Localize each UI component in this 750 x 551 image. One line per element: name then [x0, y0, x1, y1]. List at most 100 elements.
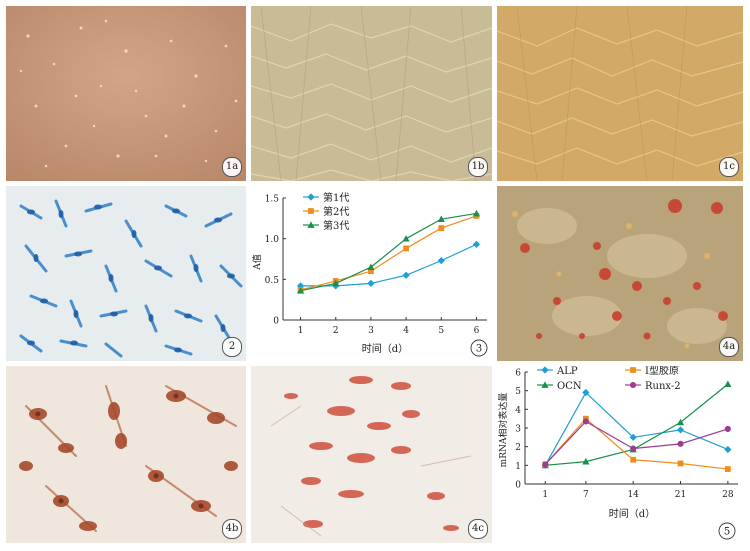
- chart5-y-tick-label: 4: [515, 406, 521, 416]
- chart5-x-tick-label: 1: [542, 490, 548, 500]
- chart3-legend-marker-1: [308, 208, 314, 214]
- micrograph-4c: 4c: [251, 366, 492, 543]
- chart5-series-0-point: [724, 445, 732, 454]
- chart3-x-tick-label: 3: [368, 326, 374, 336]
- chart3-x-axis-label: 时间（d）: [362, 342, 408, 355]
- chart3-legend-marker-2: [307, 221, 315, 228]
- micrograph-1c: 1c: [497, 6, 743, 181]
- micrograph-1a: 1a: [6, 6, 246, 181]
- chart5-series-0-point: [676, 426, 685, 434]
- mrna-expression-chart: 0 1 2 3 4 5 6 1 7 14 21 28 时间（d） mRNA相对表达量 ALP OCN Ⅰ型胶原 R…: [497, 364, 743, 543]
- chart5-y-tick-label: 0: [515, 481, 521, 491]
- chart5-panel-badge: [718, 522, 736, 540]
- chart5-series-3-point: [582, 418, 589, 425]
- micrograph-4b-image: [6, 366, 246, 543]
- mrna-expression-svg: 0 1 2 3 4 5 6 1 7 14 21 28 时间（d） mRNA相对表达量 ALP OCN Ⅰ型胶原 R…: [497, 364, 738, 540]
- micrograph-4b: 4b: [6, 366, 246, 543]
- chart5-series-2-point: [630, 456, 637, 463]
- growth-curve-chart: 0 0.5 1.0 1.5 1 2 3 4 5 6 时间（d） A值 第1代 第2代 第3代 3: [251, 186, 492, 361]
- panel-label-1c: 1c: [719, 157, 739, 177]
- micrograph-1b-image: [251, 6, 492, 181]
- panel-label-4b: 4b: [222, 519, 242, 539]
- chart5-legend-label-1: OCN: [557, 381, 582, 392]
- chart5-series-3-point: [630, 445, 637, 452]
- chart3-series-1-point: [438, 225, 445, 231]
- chart3-y-tick-label: 0: [273, 317, 279, 327]
- chart3-series-2-point: [332, 279, 340, 287]
- chart5-series-2-point: [724, 466, 731, 472]
- chart5-y-tick-label: 6: [515, 369, 521, 379]
- chart3-x-tick-label: 5: [438, 326, 444, 336]
- chart3-y-tick-label: 1.5: [265, 195, 280, 205]
- chart5-legend-label-0: ALP: [556, 366, 578, 377]
- chart5-x-axis-label: 时间（d）: [609, 507, 655, 520]
- chart5-legend-marker-0: [541, 366, 549, 374]
- chart5-x-tick-label: 21: [675, 490, 686, 500]
- chart5-legend-label-2: Ⅰ型胶原: [645, 366, 679, 377]
- chart3-series-2-point: [402, 235, 410, 242]
- chart3-x-tick-label: 6: [474, 326, 480, 336]
- chart5-legend-marker-3: [629, 381, 637, 389]
- chart5-legend-marker-2: [630, 367, 636, 373]
- chart5-series-line-3: [544, 420, 729, 465]
- chart3-x-tick-label: 4: [403, 326, 409, 336]
- chart5-legend-label-3: Runx-2: [645, 381, 681, 392]
- chart3-series-0-point: [367, 279, 375, 287]
- chart3-series-2-point: [367, 263, 375, 271]
- panel-label-1a: 1a: [222, 157, 242, 177]
- micrograph-1a-image: [6, 6, 246, 181]
- chart5-series-line-1: [545, 383, 729, 466]
- chart3-y-axis-label: A值: [251, 254, 263, 271]
- chart3-series-0-point: [472, 240, 481, 248]
- panel-label-4a: 4a: [719, 337, 739, 357]
- chart5-series-line-2: [544, 417, 728, 470]
- chart3-series-line-1: [300, 215, 477, 291]
- chart5-y-axis-label: mRNA相对表达量: [497, 393, 509, 468]
- chart3-series-0-point: [437, 257, 445, 265]
- chart3-legend-label-0: 第1代: [323, 191, 349, 204]
- micrograph-2-image: [6, 186, 246, 361]
- micrograph-4c-image: [251, 366, 492, 543]
- chart3-series-0-point: [402, 271, 410, 279]
- micrograph-2: 2: [6, 186, 246, 361]
- chart3-y-tick-label: 0.5: [265, 276, 280, 286]
- chart3-panel-badge: [470, 339, 488, 357]
- micrograph-4a-image: [497, 186, 743, 361]
- chart3-series-1-point: [368, 268, 374, 275]
- chart5-x-tick-label: 28: [722, 490, 734, 500]
- chart3-x-tick-label: 1: [298, 326, 304, 336]
- chart3-y-tick-label: 1.0: [265, 235, 280, 245]
- chart5-y-tick-label: 5: [515, 387, 521, 397]
- micrograph-4a: 4a: [497, 186, 743, 361]
- chart3-series-1-point: [403, 245, 409, 252]
- chart5-series-1-point: [724, 380, 732, 388]
- micrograph-1c-image: [497, 6, 743, 181]
- chart5-y-tick-label: 2: [515, 443, 521, 453]
- chart5-series-3-point: [542, 461, 549, 468]
- chart5-legend-marker-1: [541, 381, 549, 388]
- chart3-series-2-point: [472, 209, 481, 217]
- chart3-series-line-0: [300, 243, 477, 287]
- chart5-x-tick-label: 7: [583, 490, 589, 500]
- chart3-legend-label-2: 第3代: [323, 219, 349, 232]
- chart3-legend-marker-0: [307, 193, 315, 201]
- chart3-x-tick-label: 2: [333, 326, 339, 336]
- micrograph-1b: 1b: [251, 6, 492, 181]
- chart5-series-3-point: [677, 440, 684, 447]
- chart5-series-2-point: [677, 460, 684, 467]
- chart3-series-2-point: [296, 287, 305, 294]
- chart3-series-line-2: [300, 212, 477, 292]
- chart3-panel-label: 3: [476, 344, 482, 355]
- chart3-legend-label-1: 第2代: [323, 205, 349, 218]
- panel-label-1b: 1b: [468, 157, 488, 177]
- chart5-panel-label: 5: [724, 527, 730, 538]
- chart5-series-line-0: [544, 391, 729, 466]
- panel-label-2: 2: [222, 337, 242, 357]
- chart3-series-2-point: [437, 215, 445, 223]
- chart5-series-3-point: [724, 425, 731, 432]
- panel-label-4c: 4c: [468, 519, 488, 539]
- chart5-y-tick-label: 1: [515, 462, 521, 472]
- chart5-x-tick-label: 14: [627, 490, 639, 500]
- chart5-series-1-point: [582, 458, 590, 465]
